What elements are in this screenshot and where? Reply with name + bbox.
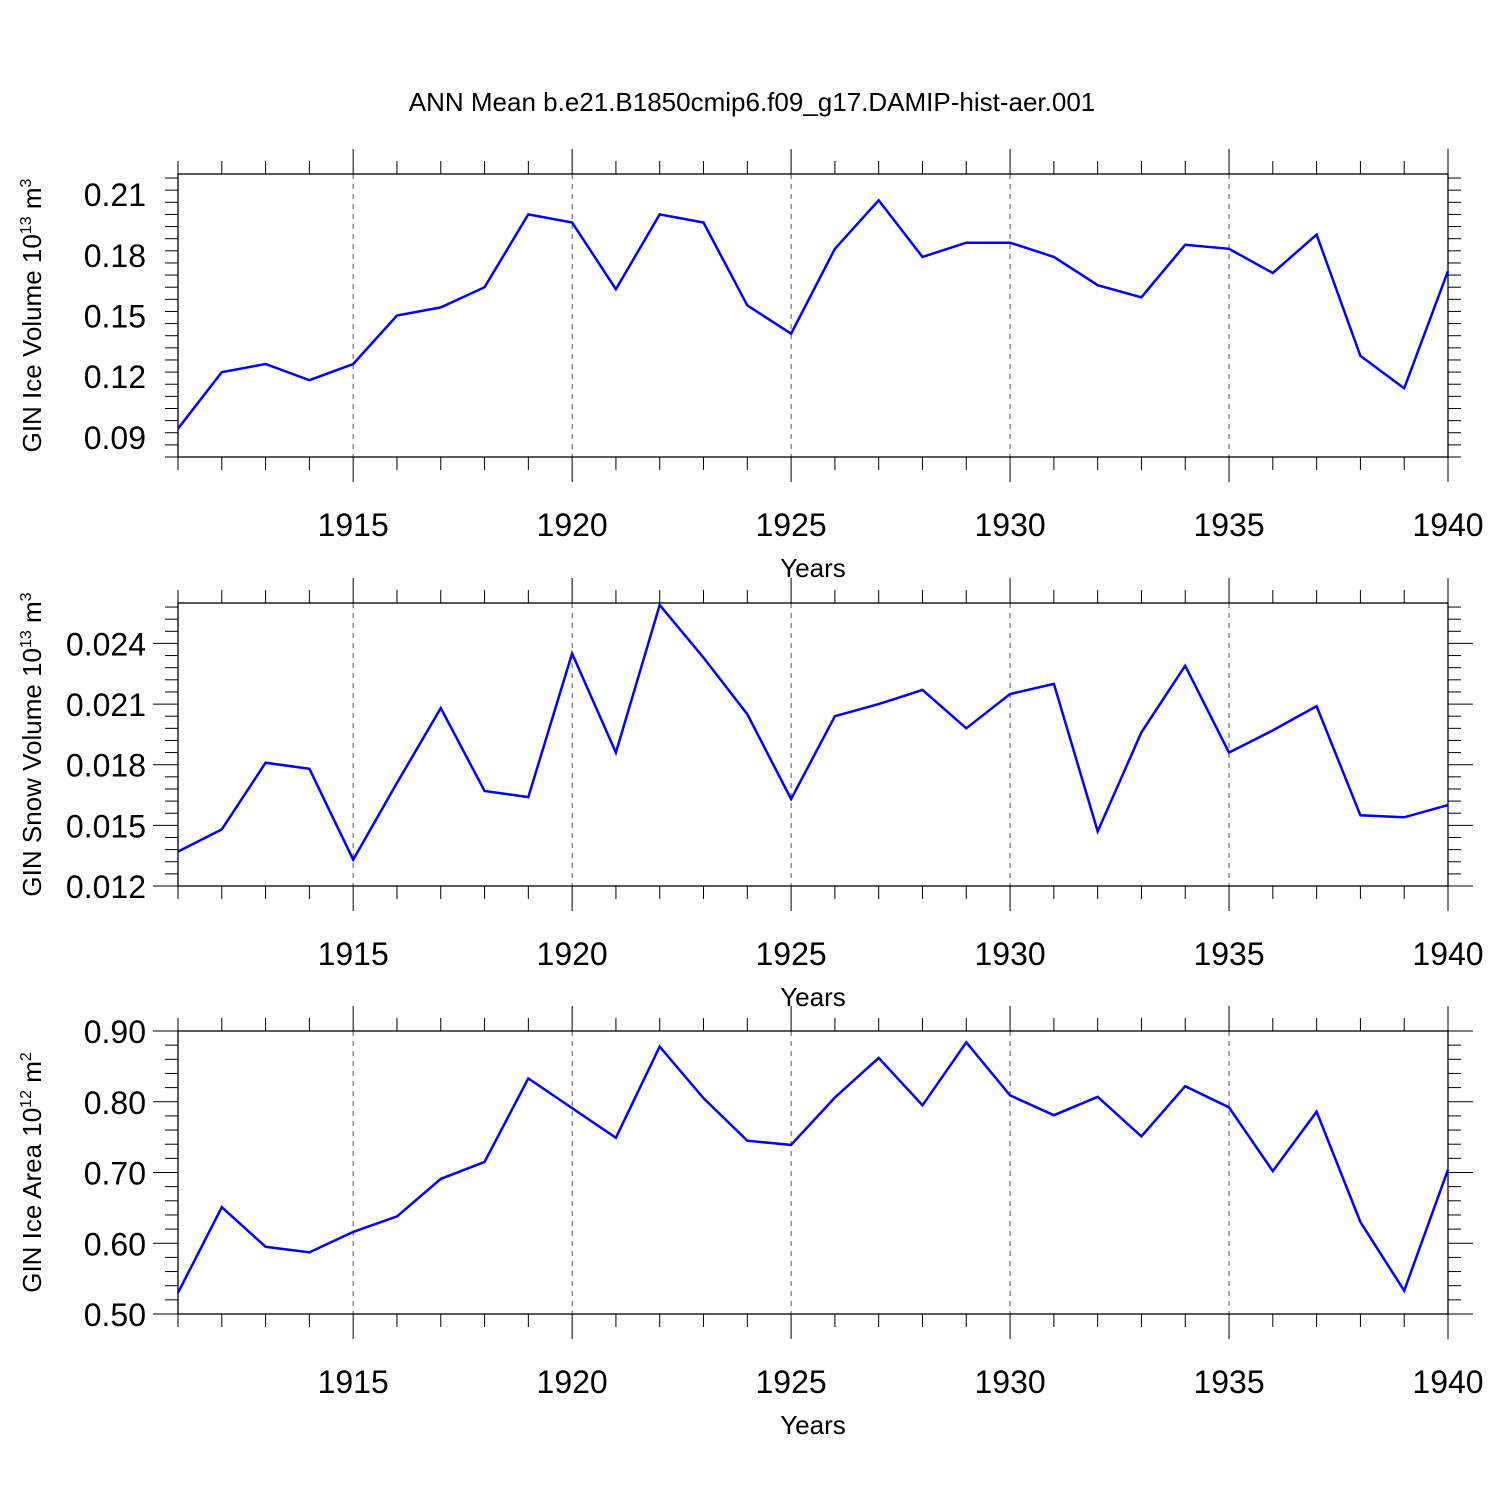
x-tick-label: 1930 [974,1364,1045,1400]
y-tick-label: 0.015 [66,808,146,844]
panel-2: 0.012 0.015 0.018 0.021 0.024 1915 1920 1925 193… [17,578,1484,1012]
y-axis-label-superscript: 2 [18,1052,35,1061]
x-tick-label: 1925 [756,507,827,543]
x-tick-label: 1915 [318,1364,389,1400]
y-tick-label: 0.90 [84,1014,146,1050]
y-tick-label: 0.021 [66,687,146,723]
y-axis-label-part: m [17,1061,47,1090]
plot-frame [177,1030,1449,1315]
figure-title: ANN Mean b.e21.B1850cmip6.f09_g17.DAMIP-… [409,87,1096,117]
y-tick-label: 0.024 [66,626,146,662]
y-axis-label-superscript: 13 [18,630,35,648]
y-axis-label-superscript: 12 [18,1090,35,1108]
x-tick-label: 1925 [756,1364,827,1400]
y-tick-label: 0.80 [84,1085,146,1121]
y-tick-label: 0.15 [84,299,146,335]
x-axis-label: Years [780,553,846,583]
y-axis-label-part: GIN Ice Area 10 [17,1108,47,1293]
x-tick-label: 1920 [537,507,608,543]
y-tick-label: 0.09 [84,420,146,456]
x-tick-label: 1930 [974,507,1045,543]
y-axis-label-superscript: 13 [18,216,35,234]
y-axis-label-part: m [17,601,47,630]
y-tick-label: 0.50 [84,1297,146,1333]
y-axis-label: GIN Ice Volume 1013 m3 [17,178,47,452]
x-tick-label: 1940 [1412,507,1483,543]
x-tick-label: 1940 [1412,1364,1483,1400]
series-line-1 [177,602,1449,863]
y-axis-label: GIN Snow Volume 1013 m3 [17,592,47,896]
x-tick-label: 1935 [1193,936,1264,972]
x-axis-label: Years [780,1410,846,1440]
chart-panels: 0.09 0.12 0.15 0.18 0.21 1915 1920 1925 1930 1935… [17,149,1484,1440]
series-line-1 [177,198,1450,430]
y-tick-label: 0.12 [84,359,146,395]
y-tick-label: 0.018 [66,748,146,784]
y-axis-label: GIN Ice Area 1012 m2 [17,1052,47,1293]
x-tick-label: 1915 [318,936,389,972]
y-tick-label: 0.012 [66,869,146,905]
plot-frame [177,173,1449,458]
series-line-1 [176,1040,1450,1294]
x-tick-label: 1920 [537,1364,608,1400]
x-tick-label: 1940 [1412,936,1483,972]
x-tick-label: 1935 [1193,507,1264,543]
y-axis-label-part: GIN Snow Volume 10 [17,648,47,897]
x-tick-label: 1930 [974,936,1045,972]
y-axis-label-part: GIN Ice Volume 10 [17,234,47,452]
x-tick-label: 1915 [318,507,389,543]
y-tick-label: 0.70 [84,1156,146,1192]
y-tick-label: 0.21 [84,177,146,213]
x-tick-label: 1920 [537,936,608,972]
plot-frame [177,602,1449,887]
panel-3: 0.50 0.60 0.70 0.80 0.90 1915 1920 1925 1930 1935… [17,1006,1484,1440]
y-axis-label-superscript: 3 [18,592,35,601]
y-axis-label-part: m [17,187,47,216]
y-tick-label: 0.60 [84,1226,146,1262]
x-axis-label: Years [780,982,846,1012]
x-tick-label: 1925 [756,936,827,972]
x-tick-label: 1935 [1193,1364,1264,1400]
panel-1: 0.09 0.12 0.15 0.18 0.21 1915 1920 1925 1930 1935… [17,149,1484,583]
y-axis-label-superscript: 3 [18,178,35,187]
y-tick-label: 0.18 [84,238,146,274]
